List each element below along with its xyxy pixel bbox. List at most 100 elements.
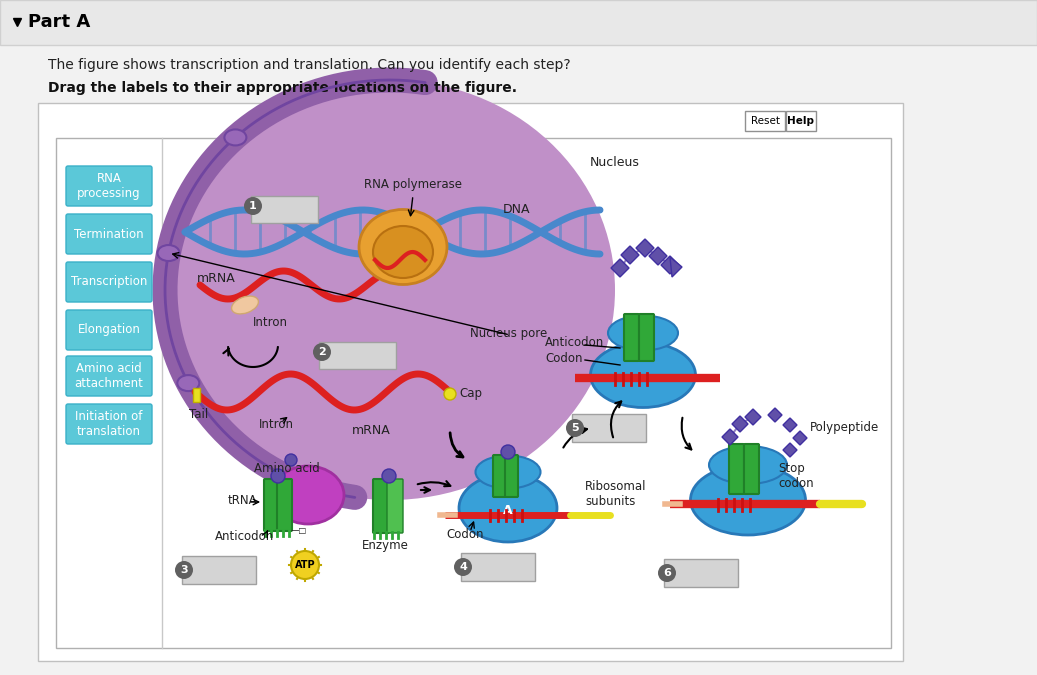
Text: mRNA: mRNA [197, 271, 235, 284]
FancyBboxPatch shape [66, 262, 152, 302]
Text: 3: 3 [180, 565, 188, 575]
FancyBboxPatch shape [66, 404, 152, 444]
FancyBboxPatch shape [664, 559, 738, 587]
Text: Reset: Reset [751, 116, 780, 126]
FancyBboxPatch shape [639, 314, 654, 361]
Circle shape [291, 551, 319, 579]
Text: —□: —□ [291, 526, 307, 535]
FancyBboxPatch shape [505, 455, 518, 497]
Text: Termination: Termination [75, 227, 144, 240]
Text: tRNA: tRNA [228, 493, 257, 506]
Text: mRNA: mRNA [352, 423, 391, 437]
Text: Ribosomal
subunits: Ribosomal subunits [585, 480, 646, 508]
Text: RNA
processing: RNA processing [77, 172, 141, 200]
Text: Cap: Cap [459, 387, 482, 400]
Text: Intron: Intron [258, 418, 293, 431]
Bar [0, 0, 1037, 45]
Polygon shape [768, 408, 782, 422]
Circle shape [382, 469, 396, 483]
Text: Intron: Intron [253, 317, 288, 329]
Polygon shape [745, 409, 761, 425]
Polygon shape [661, 256, 679, 274]
Circle shape [271, 469, 285, 483]
FancyBboxPatch shape [183, 556, 256, 584]
FancyBboxPatch shape [251, 196, 318, 223]
Ellipse shape [373, 226, 433, 278]
Ellipse shape [590, 342, 696, 408]
Polygon shape [732, 416, 748, 432]
Text: Codon: Codon [545, 352, 583, 364]
Circle shape [175, 561, 193, 579]
Polygon shape [649, 247, 667, 265]
FancyBboxPatch shape [66, 214, 152, 254]
Text: Enzyme: Enzyme [362, 539, 409, 553]
FancyBboxPatch shape [729, 444, 744, 494]
Text: 1: 1 [249, 201, 257, 211]
Text: Anticodon: Anticodon [545, 337, 605, 350]
Circle shape [313, 343, 331, 361]
FancyBboxPatch shape [387, 479, 403, 533]
Circle shape [501, 445, 515, 459]
Polygon shape [621, 246, 639, 264]
Text: Drag the labels to their appropriate locations on the figure.: Drag the labels to their appropriate loc… [48, 81, 517, 95]
Text: Stop
codon: Stop codon [778, 462, 814, 490]
Text: Nucleus pore: Nucleus pore [470, 327, 548, 340]
Text: Nucleus: Nucleus [590, 157, 640, 169]
Text: Amino acid: Amino acid [254, 462, 319, 475]
Ellipse shape [709, 446, 787, 484]
Text: Anticodon: Anticodon [215, 531, 274, 543]
Ellipse shape [272, 466, 344, 524]
Text: 5: 5 [571, 423, 579, 433]
FancyBboxPatch shape [66, 310, 152, 350]
FancyBboxPatch shape [745, 111, 785, 131]
Ellipse shape [359, 209, 447, 284]
Ellipse shape [177, 375, 199, 391]
Polygon shape [783, 443, 797, 457]
Ellipse shape [224, 130, 247, 145]
Polygon shape [611, 259, 629, 277]
Ellipse shape [165, 80, 615, 500]
FancyBboxPatch shape [66, 356, 152, 396]
Text: Tail: Tail [189, 408, 208, 421]
Text: RNA polymerase: RNA polymerase [364, 178, 463, 191]
Circle shape [444, 388, 456, 400]
FancyBboxPatch shape [66, 166, 152, 206]
Circle shape [658, 564, 676, 582]
Ellipse shape [476, 456, 540, 489]
Text: 6: 6 [663, 568, 671, 578]
FancyBboxPatch shape [786, 111, 816, 131]
Polygon shape [636, 239, 654, 257]
Circle shape [566, 419, 584, 437]
FancyBboxPatch shape [572, 414, 646, 442]
FancyBboxPatch shape [277, 479, 292, 531]
Text: DNA: DNA [503, 203, 531, 216]
Text: Elongation: Elongation [78, 323, 140, 337]
Circle shape [285, 454, 297, 466]
Ellipse shape [158, 245, 179, 261]
Text: Initiation of
translation: Initiation of translation [76, 410, 143, 438]
FancyBboxPatch shape [38, 103, 903, 661]
Polygon shape [670, 257, 682, 277]
FancyBboxPatch shape [319, 342, 396, 369]
Text: Part A: Part A [28, 13, 90, 31]
Text: Polypeptide: Polypeptide [810, 421, 879, 435]
Text: Amino acid
attachment: Amino acid attachment [75, 362, 143, 390]
Text: A: A [503, 504, 513, 516]
Text: 2: 2 [318, 347, 326, 357]
Text: ATP: ATP [295, 560, 315, 570]
Polygon shape [783, 418, 797, 432]
FancyBboxPatch shape [744, 444, 759, 494]
Ellipse shape [691, 465, 806, 535]
Text: 4: 4 [459, 562, 467, 572]
FancyBboxPatch shape [624, 314, 639, 361]
Ellipse shape [459, 474, 557, 542]
Text: The figure shows transcription and translation. Can you identify each step?: The figure shows transcription and trans… [48, 58, 570, 72]
Circle shape [454, 558, 472, 576]
FancyBboxPatch shape [264, 479, 279, 531]
Text: Codon: Codon [446, 529, 483, 541]
FancyBboxPatch shape [493, 455, 506, 497]
Text: Help: Help [787, 116, 814, 126]
Text: Transcription: Transcription [71, 275, 147, 288]
Polygon shape [722, 429, 738, 445]
Bar [193, 388, 200, 402]
